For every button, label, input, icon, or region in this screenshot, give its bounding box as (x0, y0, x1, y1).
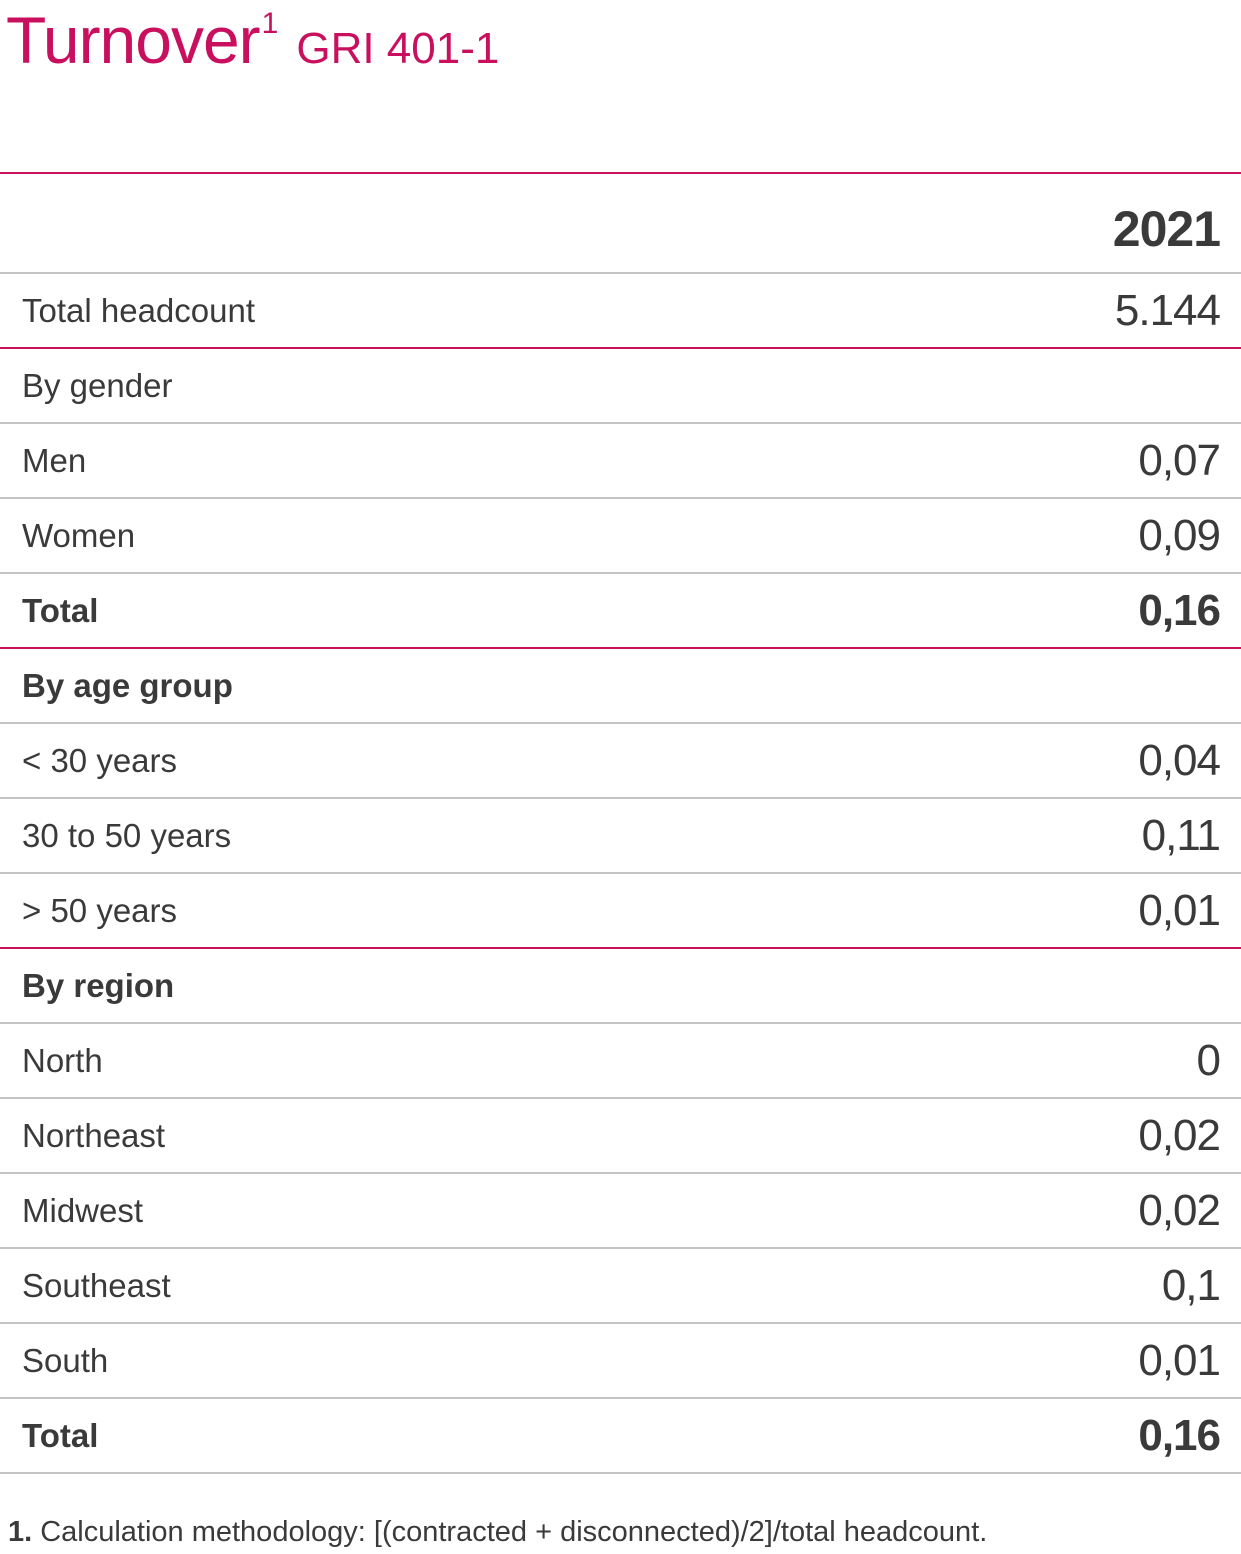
table-top-rule (0, 172, 1241, 174)
row-label: 30 to 50 years (22, 816, 232, 854)
table-row: < 30 years 0,04 (0, 724, 1241, 799)
table-row: Southeast 0,1 (0, 1249, 1241, 1324)
table-row: Northeast 0,02 (0, 1099, 1241, 1174)
total-value: 0,16 (1138, 585, 1221, 635)
row-value: 0,02 (1138, 1185, 1221, 1235)
row-value: 0 (1196, 1035, 1222, 1085)
row-value: 0,02 (1138, 1110, 1221, 1160)
row-label: Total headcount (22, 291, 256, 329)
total-label: Total (22, 591, 99, 629)
total-value: 0,16 (1138, 1410, 1221, 1460)
gri-code: GRI 401-1 (296, 24, 500, 73)
table-row: Midwest 0,02 (0, 1174, 1241, 1249)
table-row: Women 0,09 (0, 499, 1241, 574)
title-main: Turnover (6, 3, 261, 77)
table-section-heading: By gender (0, 349, 1241, 424)
section-label: By age group (22, 666, 233, 704)
table-row: 30 to 50 years 0,11 (0, 799, 1241, 874)
row-label: Northeast (22, 1116, 166, 1154)
row-label: > 50 years (22, 891, 178, 929)
row-value: 0,01 (1138, 1335, 1221, 1385)
row-label: South (22, 1341, 109, 1379)
table-row: North 0 (0, 1024, 1241, 1099)
row-label: < 30 years (22, 741, 178, 779)
footnote-text: Calculation methodology: [(contracted + … (40, 1516, 988, 1548)
footnote-number: 1. (8, 1516, 33, 1548)
table-section-heading: By age group (0, 649, 1241, 724)
table-row: Men 0,07 (0, 424, 1241, 499)
table-section-heading: By region (0, 949, 1241, 1024)
year-header: 2021 (1112, 201, 1221, 257)
table-total-row: Total 0,16 (0, 1399, 1241, 1474)
row-label: Women (22, 516, 136, 554)
row-value: 0,04 (1138, 735, 1221, 785)
section-label: By gender (22, 366, 173, 404)
row-label: North (22, 1041, 103, 1079)
row-value: 0,07 (1138, 435, 1221, 485)
row-value: 0,01 (1138, 885, 1221, 935)
row-value: 5.144 (1114, 285, 1221, 335)
row-label: Southeast (22, 1266, 171, 1304)
table-row: South 0,01 (0, 1324, 1241, 1399)
row-value: 0,09 (1138, 510, 1221, 560)
table-total-row: Total 0,16 (0, 574, 1241, 649)
page-title: Turnover 1 GRI 401-1 (6, 0, 499, 80)
title-footnote-marker: 1 (261, 7, 279, 40)
table-row: Total headcount 5.144 (0, 274, 1241, 349)
table-row: > 50 years 0,01 (0, 874, 1241, 949)
turnover-table: 2021 Total headcount 5.144 By gender Men… (0, 172, 1241, 1474)
row-value: 0,1 (1161, 1260, 1221, 1310)
total-label: Total (22, 1416, 99, 1454)
footnote: 1. Calculation methodology: [(contracted … (8, 1516, 987, 1549)
section-label: By region (22, 966, 175, 1004)
row-label: Men (22, 441, 87, 479)
row-value: 0,11 (1141, 810, 1221, 860)
row-label: Midwest (22, 1191, 144, 1229)
table-header-row: 2021 (0, 174, 1241, 274)
